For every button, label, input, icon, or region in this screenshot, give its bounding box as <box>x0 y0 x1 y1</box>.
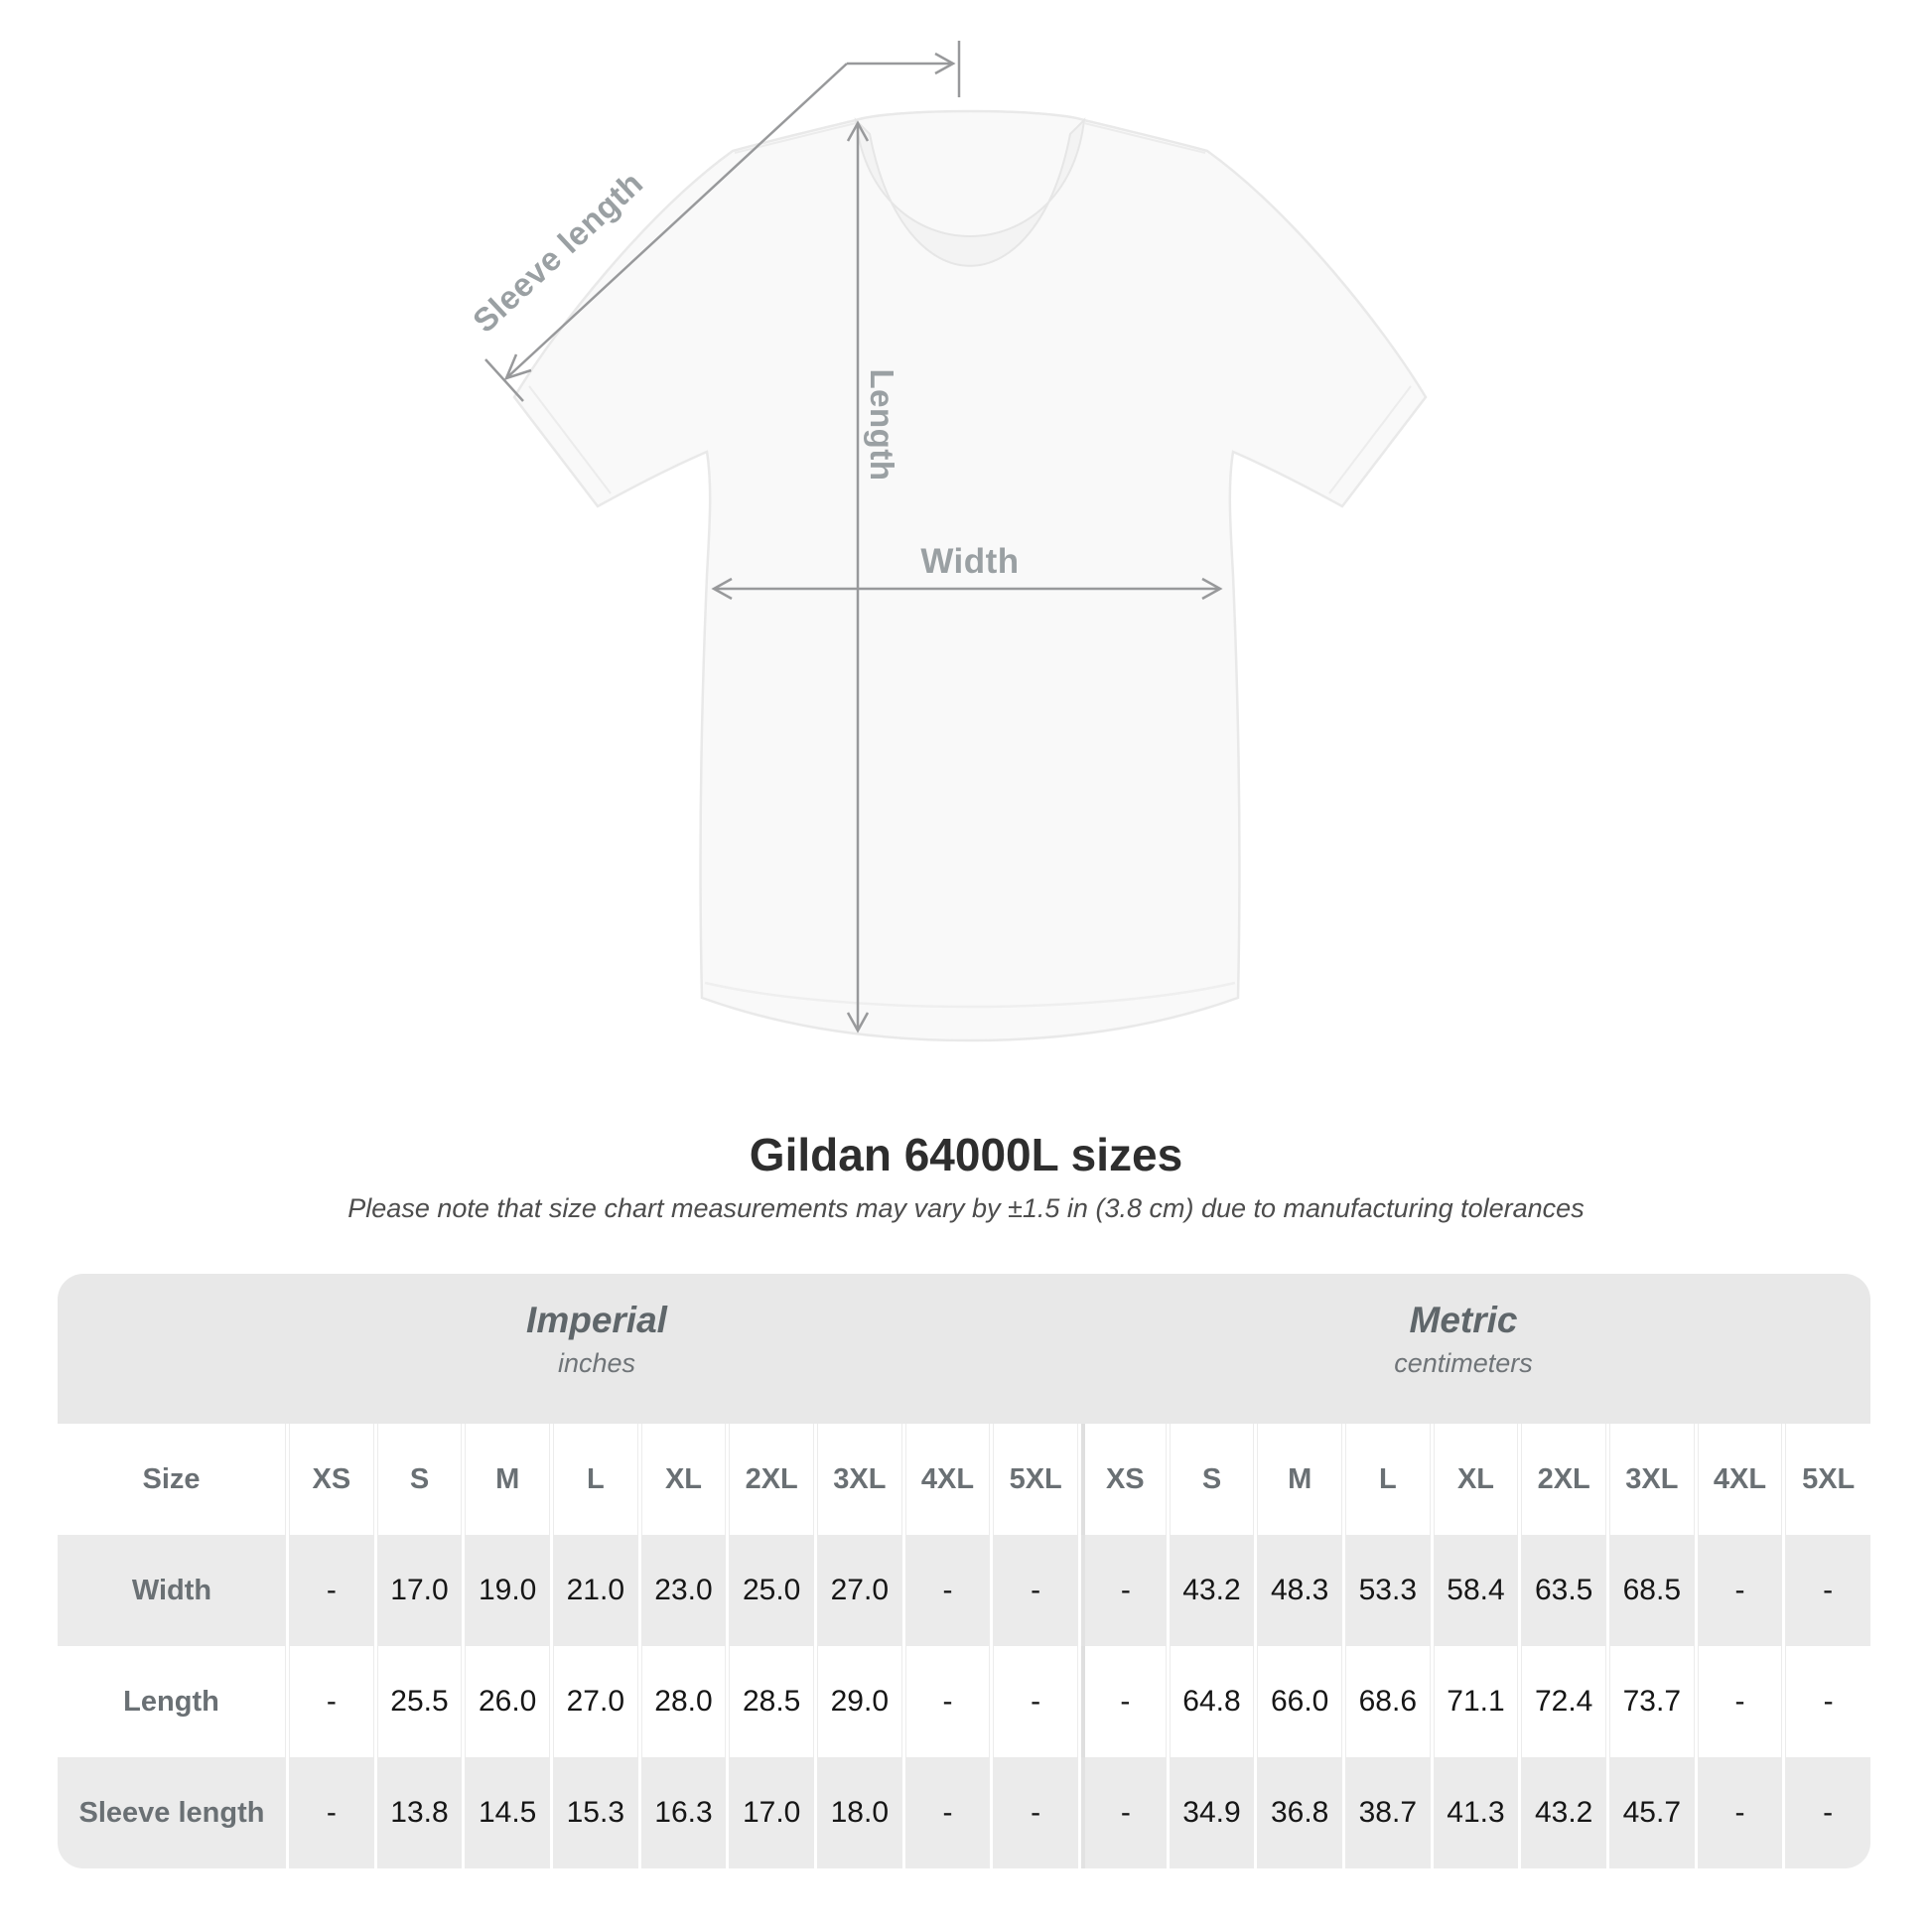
unit-header-band: Imperial inches Metric centimeters <box>58 1274 1870 1424</box>
value-cell-metric: 38.7 <box>1344 1757 1431 1868</box>
value-cell-imperial: 28.0 <box>640 1646 727 1757</box>
value-cell-metric: - <box>1785 1535 1870 1646</box>
metric-header: Metric centimeters <box>1394 1298 1533 1384</box>
value-cell-imperial: 25.5 <box>376 1646 463 1757</box>
value-cell-metric: - <box>1080 1646 1167 1757</box>
tolerance-note: Please note that size chart measurements… <box>347 1193 1585 1223</box>
imperial-header: Imperial inches <box>526 1298 667 1384</box>
value-cell-metric: - <box>1080 1535 1167 1646</box>
size-header-metric-2xl: 2XL <box>1521 1424 1606 1535</box>
size-header-metric-xs: XS <box>1080 1424 1167 1535</box>
value-cell-imperial: - <box>289 1757 374 1868</box>
tshirt-illustration <box>484 41 1428 1042</box>
value-cell-metric: 68.6 <box>1344 1646 1431 1757</box>
value-cell-imperial: - <box>904 1757 991 1868</box>
tshirt-diagram: Sleeve length Length Width <box>466 41 1428 1042</box>
value-cell-metric: - <box>1697 1757 1783 1868</box>
value-cell-imperial: 27.0 <box>816 1535 902 1646</box>
size-table: Imperial inches Metric centimeters Size … <box>58 1274 1870 1868</box>
value-cell-metric: 66.0 <box>1257 1646 1342 1757</box>
row-label: Sleeve length <box>58 1757 286 1868</box>
size-header-metric-s: S <box>1169 1424 1255 1535</box>
value-cell-metric: 34.9 <box>1169 1757 1255 1868</box>
size-header-imperial-m: M <box>465 1424 550 1535</box>
value-cell-metric: - <box>1697 1646 1783 1757</box>
value-cell-metric: 43.2 <box>1169 1535 1255 1646</box>
value-cell-imperial: 25.0 <box>729 1535 814 1646</box>
size-header-metric-xl: XL <box>1433 1424 1519 1535</box>
size-header-imperial-xl: XL <box>640 1424 727 1535</box>
size-grid: Size XS S M L XL 2XL 3XL 4XL 5XL XS S M L XL 2XL 3XL 4XL… <box>58 1424 1870 1868</box>
value-cell-imperial: - <box>289 1535 374 1646</box>
value-cell-imperial: 26.0 <box>465 1646 550 1757</box>
row-label: Width <box>58 1535 286 1646</box>
value-cell-imperial: - <box>904 1646 991 1757</box>
value-cell-metric: 68.5 <box>1608 1535 1695 1646</box>
value-cell-metric: 48.3 <box>1257 1535 1342 1646</box>
value-cell-imperial: 23.0 <box>640 1535 727 1646</box>
value-cell-metric: 64.8 <box>1169 1646 1255 1757</box>
value-cell-imperial: 28.5 <box>729 1646 814 1757</box>
value-cell-imperial: 29.0 <box>816 1646 902 1757</box>
value-cell-imperial: 14.5 <box>465 1757 550 1868</box>
value-cell-imperial: - <box>904 1535 991 1646</box>
value-cell-metric: 53.3 <box>1344 1535 1431 1646</box>
metric-title: Metric <box>1409 1300 1518 1340</box>
value-cell-imperial: 13.8 <box>376 1757 463 1868</box>
value-cell-metric: 72.4 <box>1521 1646 1606 1757</box>
size-header-metric-5xl: 5XL <box>1785 1424 1870 1535</box>
size-header-imperial-xs: XS <box>289 1424 374 1535</box>
value-cell-metric: 63.5 <box>1521 1535 1606 1646</box>
value-cell-metric: - <box>1785 1757 1870 1868</box>
row-label: Length <box>58 1646 286 1757</box>
value-cell-imperial: - <box>993 1646 1078 1757</box>
value-cell-metric: 36.8 <box>1257 1757 1342 1868</box>
value-cell-imperial: 19.0 <box>465 1535 550 1646</box>
size-header-metric-3xl: 3XL <box>1608 1424 1695 1535</box>
size-header-metric-m: M <box>1257 1424 1342 1535</box>
value-cell-imperial: 27.0 <box>552 1646 638 1757</box>
value-cell-imperial: - <box>993 1757 1078 1868</box>
value-cell-metric: - <box>1697 1535 1783 1646</box>
size-header-imperial-5xl: 5XL <box>993 1424 1078 1535</box>
value-cell-metric: 58.4 <box>1433 1535 1519 1646</box>
value-cell-imperial: 17.0 <box>729 1757 814 1868</box>
size-header-metric-l: L <box>1344 1424 1431 1535</box>
size-header-imperial-s: S <box>376 1424 463 1535</box>
length-label: Length <box>864 368 900 482</box>
value-cell-metric: 45.7 <box>1608 1757 1695 1868</box>
value-cell-imperial: 21.0 <box>552 1535 638 1646</box>
value-cell-metric: 71.1 <box>1433 1646 1519 1757</box>
value-cell-imperial: 17.0 <box>376 1535 463 1646</box>
size-column-header: Size <box>58 1424 286 1535</box>
width-label: Width <box>920 542 1020 581</box>
size-header-imperial-3xl: 3XL <box>816 1424 902 1535</box>
value-cell-imperial: 16.3 <box>640 1757 727 1868</box>
value-cell-metric: 73.7 <box>1608 1646 1695 1757</box>
value-cell-imperial: - <box>993 1535 1078 1646</box>
metric-unit: centimeters <box>1394 1348 1533 1379</box>
value-cell-imperial: 15.3 <box>552 1757 638 1868</box>
imperial-title: Imperial <box>526 1300 667 1340</box>
page-title: Gildan 64000L sizes <box>749 1129 1183 1180</box>
imperial-unit: inches <box>557 1348 636 1379</box>
size-header-metric-4xl: 4XL <box>1697 1424 1783 1535</box>
value-cell-metric: - <box>1785 1646 1870 1757</box>
value-cell-metric: 41.3 <box>1433 1757 1519 1868</box>
value-cell-metric: 43.2 <box>1521 1757 1606 1868</box>
size-header-imperial-2xl: 2XL <box>729 1424 814 1535</box>
value-cell-imperial: - <box>289 1646 374 1757</box>
size-header-imperial-l: L <box>552 1424 638 1535</box>
value-cell-imperial: 18.0 <box>816 1757 902 1868</box>
size-header-imperial-4xl: 4XL <box>904 1424 991 1535</box>
value-cell-metric: - <box>1080 1757 1167 1868</box>
